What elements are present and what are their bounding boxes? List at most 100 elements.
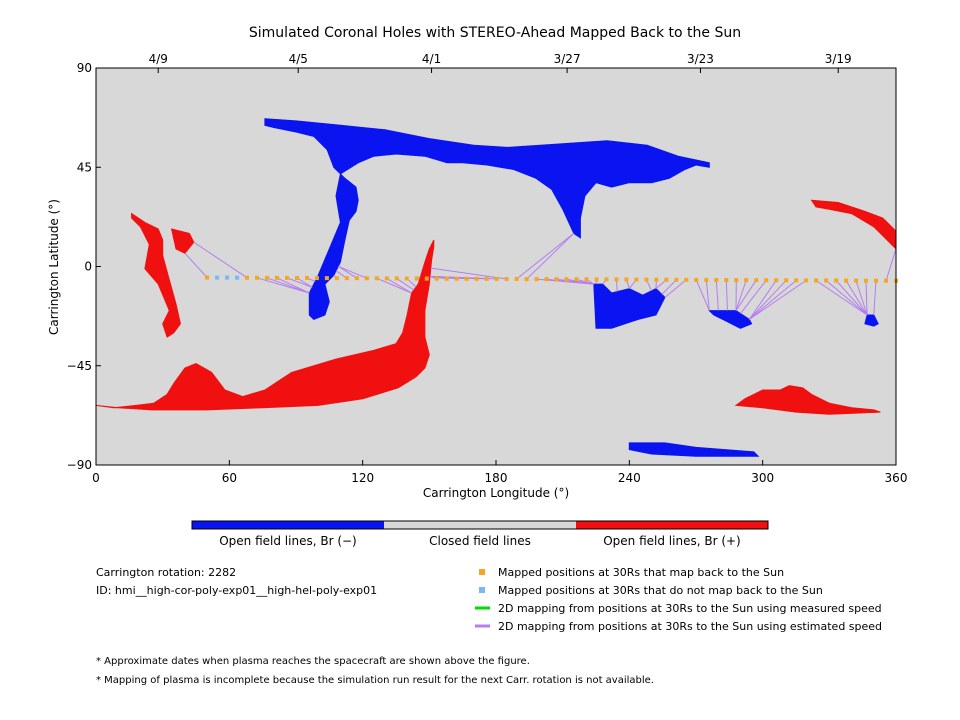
mapped-point-27 (464, 276, 469, 281)
mapped-point-66 (854, 278, 859, 283)
run-id: ID: hmi__high-cor-poly-exp01__high-hel-p… (96, 584, 378, 597)
y-axis-label: Carrington Latitude (°) (47, 199, 61, 335)
mapped-point-41 (604, 277, 609, 282)
y-tick-label-1: 90 (77, 61, 92, 75)
mapped-point-39 (584, 277, 589, 282)
date-axis: 4/9 4/5 4/1 3/27 3/23 3/19 (149, 52, 852, 73)
negative-coronal-holes (264, 118, 879, 457)
mapped-point-35 (544, 277, 549, 282)
mapped-point-49 (684, 277, 689, 282)
mapped-point-17 (364, 276, 369, 281)
mapped-point-55 (744, 278, 749, 283)
mapped-point-11 (305, 276, 309, 280)
mapping-line-17 (338, 265, 368, 279)
colorbar-positive (576, 521, 768, 529)
mapped-point-59 (784, 278, 789, 283)
carrington-rotation: Carrington rotation: 2282 (96, 566, 237, 579)
mapped-point-2 (215, 275, 220, 280)
colorbar-frame (191, 520, 769, 530)
positive-hole-3 (95, 239, 435, 411)
mapped-point-34 (534, 277, 539, 282)
mapped-point-63 (824, 278, 829, 283)
x-tick-label-3: 120 (351, 471, 374, 485)
x-tick-label-7: 360 (885, 471, 908, 485)
positive-hole-4 (734, 385, 881, 415)
mapping-line-66 (855, 280, 868, 316)
mapped-point-18 (374, 276, 379, 281)
mapped-point-15 (344, 276, 349, 281)
mapped-point-46 (654, 277, 659, 282)
mapping-lines (184, 233, 897, 320)
x-tick-label-6: 300 (751, 471, 774, 485)
mapping-line-31 (430, 267, 507, 280)
mapping-line-50 (695, 279, 710, 311)
mapped-point-54 (734, 278, 739, 283)
x-tick-label-5: 240 (618, 471, 641, 485)
mapped-point-37 (564, 277, 569, 282)
mapped-point-30 (494, 276, 499, 281)
legend-measured-label: 2D mapping from positions at 30Rs to the… (498, 602, 882, 615)
mapped-point-12 (314, 276, 319, 281)
y-tick-label-2: 45 (77, 160, 92, 174)
mapped-point-21 (404, 276, 409, 281)
mapping-line-58 (748, 280, 777, 320)
mapped-point-20 (394, 276, 399, 281)
date-tick-label-5: 3/23 (687, 52, 714, 66)
mapped-point-43 (624, 277, 629, 282)
mapping-line-42 (616, 279, 618, 292)
mapped-point-7 (265, 275, 269, 280)
mapped-point-16 (354, 276, 359, 281)
x-tick-label-4: 180 (485, 471, 508, 485)
legend-mapped-label: Mapped positions at 30Rs that map back t… (498, 566, 785, 579)
mapping-line-7 (266, 277, 310, 294)
mapping-line-48 (661, 279, 677, 295)
mapped-point-60 (794, 278, 799, 283)
mapped-point-68 (874, 278, 878, 283)
colorbar-label-negative: Open field lines, Br (−) (219, 534, 357, 548)
mapped-point-45 (644, 277, 649, 282)
mapped-point-61 (804, 278, 809, 283)
mapping-line-16 (338, 265, 358, 279)
mapped-point-65 (844, 278, 849, 283)
mapped-point-26 (454, 276, 459, 281)
positive-coronal-holes (95, 199, 897, 415)
x-tick-label-1: 0 (92, 471, 100, 485)
mapped-point-32 (514, 277, 519, 281)
negative-hole-5 (864, 314, 879, 327)
mapping-line-63 (825, 280, 868, 316)
mapped-point-58 (774, 278, 779, 283)
mapped-point-3 (225, 275, 230, 280)
mapping-line-1 (184, 252, 208, 278)
mapped-point-47 (664, 277, 669, 282)
negative-hole-1 (264, 118, 710, 320)
mapping-line-57 (740, 279, 767, 314)
y-tick-label-5: −90 (67, 458, 92, 472)
mapping-line-61 (749, 279, 807, 320)
mapped-point-14 (334, 276, 339, 281)
mapped-point-4 (235, 275, 240, 280)
mapped-point-53 (724, 278, 729, 282)
positive-hole-2 (170, 228, 195, 254)
legend-not-mapped-label: Mapped positions at 30Rs that do not map… (498, 584, 823, 597)
legend-marker-mapped (479, 569, 485, 575)
mapped-point-10 (295, 276, 299, 280)
mapping-line-67 (865, 280, 868, 316)
mapped-point-44 (634, 277, 639, 282)
footnote-mapping: * Mapping of plasma is incomplete becaus… (96, 675, 654, 686)
mapped-point-40 (594, 277, 599, 282)
mapping-line-52 (715, 279, 719, 311)
date-tick-label-4: 3/27 (554, 52, 581, 66)
mapped-point-6 (255, 275, 259, 280)
mapped-point-51 (704, 277, 709, 282)
mapping-line-55 (735, 279, 747, 311)
mapped-point-9 (285, 275, 289, 280)
mapped-point-25 (444, 276, 449, 281)
mapped-point-19 (384, 276, 389, 281)
mapped-point-31 (504, 277, 509, 281)
date-tick-label-1: 4/9 (149, 52, 168, 66)
mapped-point-57 (764, 278, 769, 283)
mapped-point-50 (694, 277, 699, 282)
mapping-line-6 (256, 277, 310, 294)
mapping-line-10 (296, 277, 313, 288)
